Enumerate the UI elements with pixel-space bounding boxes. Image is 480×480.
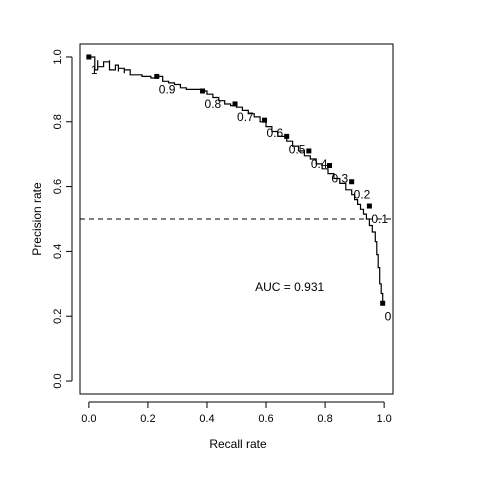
- axes: 0.0 0.2 0.4 0.6 0.8 1.0 0.0 0.2 0.4 0.6 0.8 1.0: [52, 49, 392, 425]
- threshold-marker: [200, 88, 206, 94]
- auc-annotation: AUC = 0.931: [255, 280, 324, 294]
- y-tick-label: 0.2: [52, 309, 64, 324]
- threshold-markers: 1 0.9 0.8 0.7 0.6 0.5 0.4 0.3 0.20.1 0: [86, 54, 392, 323]
- threshold-marker: [366, 203, 372, 209]
- threshold-label: 0.4: [311, 157, 328, 171]
- x-tick-label: 0.4: [199, 413, 214, 425]
- threshold-marker: [232, 101, 238, 107]
- y-tick-label: 0.4: [52, 244, 64, 259]
- y-tick-label: 0.8: [52, 114, 64, 129]
- y-tick-label: 0.6: [52, 179, 64, 194]
- y-tick-label: 1.0: [52, 49, 64, 64]
- x-tick-label: 0.2: [140, 413, 155, 425]
- threshold-marker: [327, 163, 333, 169]
- threshold-label: 0.9: [159, 82, 176, 96]
- threshold-marker: [262, 117, 268, 123]
- threshold-label: 0.8: [205, 97, 222, 111]
- threshold-label: 0.7: [237, 110, 254, 124]
- threshold-marker: [86, 54, 92, 60]
- x-tick-label: 0.6: [258, 413, 273, 425]
- threshold-marker: [380, 300, 386, 306]
- x-tick-label: 0.8: [317, 413, 332, 425]
- x-axis-title: Recall rate: [209, 437, 267, 451]
- threshold-label: 0.2: [354, 188, 371, 202]
- threshold-marker: [154, 73, 160, 79]
- threshold-label: 0.1: [371, 212, 388, 226]
- series-line: [88, 56, 384, 304]
- threshold-marker: [349, 179, 355, 185]
- y-tick-label: 0.0: [52, 373, 64, 388]
- annotations: AUC = 0.931: [255, 280, 324, 294]
- threshold-label: 0.5: [289, 142, 306, 156]
- threshold-label: 0.3: [332, 172, 349, 186]
- threshold-label: 0: [385, 309, 392, 323]
- threshold-marker: [306, 148, 312, 154]
- x-tick-label: 1.0: [376, 413, 391, 425]
- series-group: [88, 56, 384, 304]
- threshold-marker: [284, 133, 290, 139]
- x-tick-label: 0.0: [81, 413, 96, 425]
- threshold-label: 0.6: [267, 126, 284, 140]
- threshold-label: 1: [91, 63, 98, 77]
- y-axis-title: Precision rate: [30, 182, 44, 256]
